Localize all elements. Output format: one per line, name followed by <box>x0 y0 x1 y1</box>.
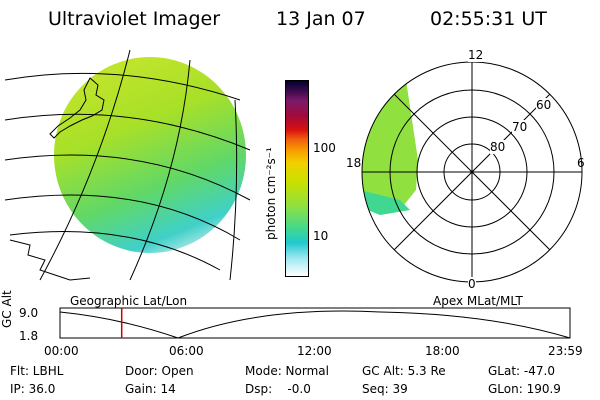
timeline-ytick-high: 9.0 <box>19 306 39 320</box>
right-map-label: Apex MLat/MLT <box>433 294 523 308</box>
timeline-xtick-4: 23:59 <box>548 344 583 358</box>
polar-map <box>361 61 583 283</box>
colorbar-unit-label: photon cm⁻²s⁻¹ <box>264 147 278 240</box>
polar-lat-70: 70 <box>512 120 528 134</box>
colorbar-tick-10: 10 <box>313 229 329 243</box>
polar-mlt-18: 18 <box>346 156 362 170</box>
polar-mlt-0: 0 <box>468 277 476 291</box>
altitude-curve <box>59 310 571 339</box>
date-readout: 13 Jan 07 <box>276 8 366 30</box>
polar-auroral-emission <box>362 72 418 210</box>
colorbar-tick-100: 100 <box>313 141 336 155</box>
polar-lat-80: 80 <box>490 140 506 154</box>
gain-readout: Gain: 14 <box>125 382 176 396</box>
glon-readout: GLon: 190.9 <box>488 382 561 396</box>
seq-readout: Seq: 39 <box>362 382 408 396</box>
filter-readout: Flt: LBHL <box>10 364 64 378</box>
polar-mlt-6: 6 <box>577 156 585 170</box>
altitude-timeline <box>59 307 571 339</box>
glat-readout: GLat: -47.0 <box>488 364 555 378</box>
geographic-map <box>4 49 251 281</box>
timeline-xtick-3: 18:00 <box>425 344 460 358</box>
polar-lat-60: 60 <box>536 98 552 112</box>
timeline-xtick-1: 06:00 <box>169 344 204 358</box>
timeline-ylabel: GC Alt <box>0 290 14 328</box>
mode-readout: Mode: Normal <box>245 364 329 378</box>
ip-readout: IP: 36.0 <box>10 382 56 396</box>
timeline-xtick-0: 00:00 <box>44 344 79 358</box>
app-title: Ultraviolet Imager <box>48 8 221 30</box>
colorbar <box>285 80 309 277</box>
polar-mlt-12: 12 <box>468 48 484 62</box>
gc-alt-readout: GC Alt: 5.3 Re <box>362 364 446 378</box>
timeline-ytick-low: 1.8 <box>19 329 39 343</box>
door-readout: Door: Open <box>125 364 194 378</box>
new-zealand-coastline <box>49 77 105 139</box>
dsp-readout: Dsp: -0.0 <box>245 382 311 396</box>
left-map-label: Geographic Lat/Lon <box>70 294 188 308</box>
time-readout: 02:55:31 UT <box>430 8 547 30</box>
timeline-xtick-2: 12:00 <box>297 344 332 358</box>
